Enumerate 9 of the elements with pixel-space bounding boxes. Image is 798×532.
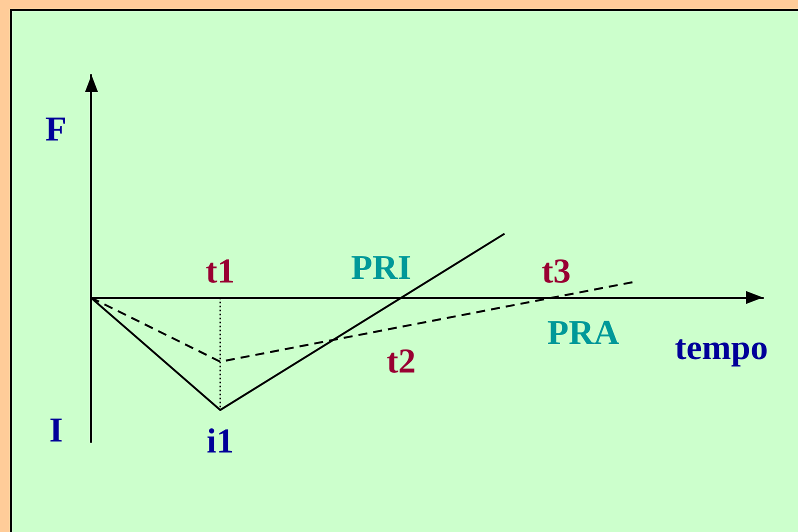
x-axis-title: tempo (674, 328, 768, 368)
annotation: i1 (206, 421, 234, 460)
x-tick-label: t3 (542, 252, 571, 291)
annotation: PRI (351, 248, 412, 288)
text: I (49, 410, 63, 450)
x-tick-label: t1 (206, 252, 235, 291)
text: F (45, 110, 67, 148)
annotation: PRA (547, 313, 620, 352)
x-tick-label: t2 (386, 342, 416, 381)
